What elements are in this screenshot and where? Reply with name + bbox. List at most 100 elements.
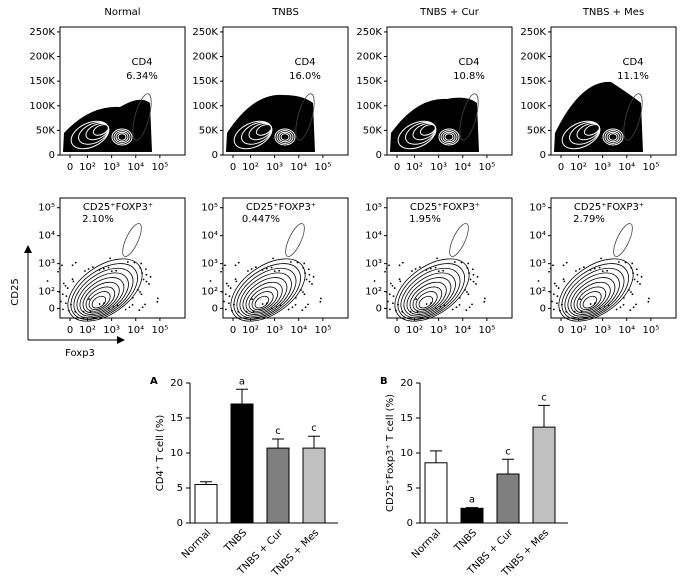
event-dot (234, 278, 237, 281)
event-dot (395, 309, 397, 312)
event-dot (109, 257, 111, 260)
event-dot (388, 264, 390, 267)
event-dot (388, 293, 391, 296)
event-dot (483, 300, 486, 303)
x-tick-label: 10² (570, 162, 587, 173)
event-dot (271, 307, 273, 310)
gate-label: CD4 (622, 57, 643, 68)
bar (532, 426, 556, 524)
event-dot (598, 266, 601, 269)
x-tick-label: 0 (394, 325, 400, 336)
event-dot (156, 300, 159, 303)
event-dot (128, 306, 131, 309)
event-dot (252, 310, 255, 313)
gate (613, 223, 633, 257)
event-dot (416, 310, 419, 313)
event-dot (629, 309, 632, 312)
x-tick-label: 10⁵ (315, 162, 332, 173)
bar (302, 447, 326, 524)
event-dot (254, 266, 257, 269)
gate (295, 93, 315, 141)
event-dot (582, 266, 585, 269)
event-dot (467, 262, 470, 265)
y-tick-label: 200K (520, 52, 546, 63)
significance-label: a (469, 495, 475, 506)
event-dot (234, 264, 237, 267)
gate-percent: 2.10% (82, 214, 114, 225)
event-dot (631, 293, 634, 296)
x-tick-label: 10⁴ (454, 162, 471, 173)
event-dot (398, 264, 401, 267)
gate-percent: 16.0% (289, 71, 321, 82)
event-dot (579, 298, 582, 300)
event-dot (115, 269, 118, 272)
event-dot (221, 267, 224, 270)
gate-percent: 0.447% (242, 214, 280, 225)
contour (397, 263, 465, 320)
x-tick-label: 0 (558, 325, 564, 336)
event-dot (469, 278, 472, 281)
event-dot (436, 257, 438, 260)
gate (285, 223, 305, 257)
event-dot (138, 309, 141, 312)
event-dot (537, 280, 540, 282)
contour (406, 277, 452, 315)
event-dot (464, 289, 466, 291)
x-tick-label: 10⁵ (643, 325, 660, 336)
x-tick-label: 10⁴ (290, 325, 307, 336)
event-dot (156, 297, 159, 300)
event-dot (425, 303, 428, 305)
event-dot (319, 297, 322, 300)
y-tick-label: 5 (177, 483, 183, 494)
bar (230, 403, 254, 524)
contour (92, 124, 109, 136)
flow-y-label: CD25 (10, 278, 21, 305)
y-tick-label: 0 (212, 303, 218, 314)
event-dot (102, 267, 105, 270)
x-tick-label: 0 (67, 325, 73, 336)
density-blob (554, 81, 643, 152)
event-dot (631, 262, 634, 265)
event-dot (630, 266, 633, 269)
contour (608, 133, 618, 141)
x-tick-label: 10² (406, 162, 423, 173)
bar (424, 462, 448, 524)
event-dot (559, 309, 561, 312)
event-dot (144, 303, 146, 306)
y-tick-label: 0 (212, 150, 218, 161)
gate-label: CD4 (458, 57, 479, 68)
event-dot (562, 278, 565, 281)
contour (79, 277, 125, 315)
event-dot (250, 268, 253, 270)
flow-x-label: Foxp3 (65, 348, 95, 359)
y-tick-label: 20 (400, 378, 413, 389)
event-dot (266, 302, 268, 305)
contour (239, 272, 292, 317)
event-dot (472, 273, 475, 276)
density-blob (226, 94, 315, 152)
x-tick-label: 10⁴ (454, 325, 471, 336)
event-dot (622, 303, 625, 306)
significance-label: a (239, 376, 245, 387)
event-dot (116, 304, 119, 307)
x-tick-label: 10² (79, 325, 96, 336)
contour (403, 272, 456, 317)
event-dot (74, 261, 77, 264)
event-dot (319, 300, 322, 303)
event-dot (307, 268, 310, 271)
plot-frame (222, 26, 349, 156)
event-dot (311, 283, 313, 285)
y-tick-label: 10³ (365, 259, 382, 270)
event-dot (476, 275, 479, 278)
event-dot (466, 291, 468, 293)
y-tick-label: 250K (192, 27, 218, 38)
event-dot (385, 291, 388, 293)
contour (558, 258, 634, 322)
event-dot (466, 266, 469, 269)
event-dot (265, 267, 268, 270)
contour (418, 295, 434, 309)
event-dot (233, 303, 235, 306)
contour (82, 281, 120, 314)
event-dot (565, 261, 568, 264)
event-dot (225, 282, 228, 285)
